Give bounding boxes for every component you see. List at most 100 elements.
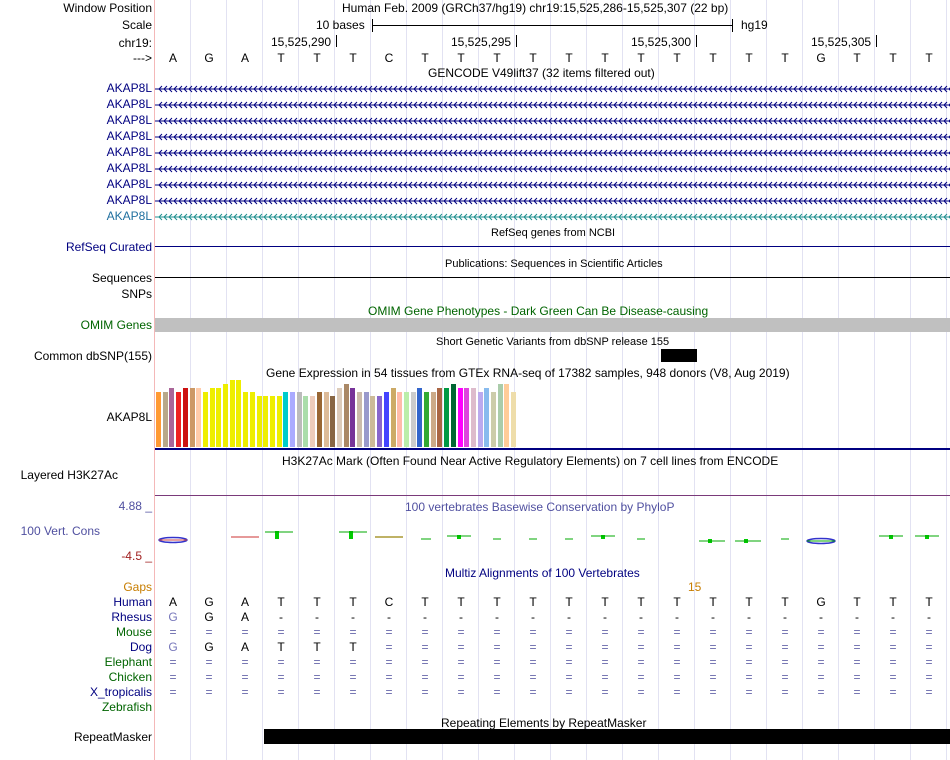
h3k27ac-title[interactable]: H3K27Ac Mark (Often Found Near Active Re…	[282, 454, 779, 468]
transcript-line[interactable]	[155, 98, 950, 112]
gtex-bar[interactable]	[484, 388, 490, 447]
gtex-bar[interactable]	[316, 392, 322, 447]
gtex-bar[interactable]	[343, 384, 349, 447]
gtex-bar[interactable]	[310, 396, 316, 447]
gtex-bar[interactable]	[350, 388, 356, 447]
gene-label[interactable]: AKAP8L	[106, 129, 152, 143]
track-area[interactable]: Human Feb. 2009 (GRCh37/hg19) chr19:15,5…	[155, 0, 950, 760]
transcript-line[interactable]	[155, 82, 950, 96]
gtex-bar[interactable]	[504, 384, 510, 447]
gtex-bar[interactable]	[162, 392, 168, 447]
gtex-bar[interactable]	[497, 384, 503, 447]
refseq-label[interactable]: RefSeq Curated	[65, 240, 152, 254]
gtex-bar[interactable]	[256, 396, 262, 447]
gtex-gene-label[interactable]: AKAP8L	[106, 410, 152, 424]
transcript-line[interactable]	[155, 162, 950, 176]
gtex-bar[interactable]	[196, 388, 202, 447]
gtex-bar[interactable]	[209, 388, 215, 447]
gene-label[interactable]: AKAP8L	[106, 113, 152, 127]
gtex-bar[interactable]	[216, 388, 222, 447]
gene-label[interactable]: AKAP8L	[106, 177, 152, 191]
repeatmasker-label[interactable]: RepeatMasker	[73, 730, 152, 744]
gtex-bar[interactable]	[417, 388, 423, 447]
gtex-bar[interactable]	[236, 380, 242, 447]
gtex-title[interactable]: Gene Expression in 54 tissues from GTEx …	[266, 366, 790, 380]
gtex-bar[interactable]	[296, 392, 302, 447]
gtex-bar[interactable]	[477, 392, 483, 447]
gtex-bar[interactable]	[491, 392, 496, 447]
gtex-bar[interactable]	[430, 392, 436, 447]
gene-label[interactable]: AKAP8L	[106, 81, 152, 95]
gtex-bar[interactable]	[290, 392, 295, 447]
phylop-plot[interactable]	[155, 520, 950, 560]
gene-label[interactable]: AKAP8L	[106, 97, 152, 111]
transcript-line[interactable]	[155, 130, 950, 144]
gtex-bar[interactable]	[223, 384, 228, 447]
gtex-bar[interactable]	[383, 392, 389, 447]
refseq-line[interactable]	[155, 246, 950, 247]
gtex-bar[interactable]	[363, 392, 369, 447]
transcript-line[interactable]	[155, 210, 950, 224]
transcript-line[interactable]	[155, 146, 950, 160]
gtex-bar[interactable]	[336, 388, 342, 447]
gene-label[interactable]: AKAP8L	[106, 209, 152, 223]
gtex-bar[interactable]	[390, 388, 396, 447]
gtex-bar[interactable]	[403, 392, 409, 447]
multiz-title[interactable]: Multiz Alignments of 100 Vertebrates	[445, 566, 640, 580]
gtex-bar[interactable]	[169, 388, 175, 447]
transcript-line[interactable]	[155, 178, 950, 192]
gtex-bar[interactable]	[182, 388, 188, 447]
dbsnp-title[interactable]: Short Genetic Variants from dbSNP releas…	[436, 336, 670, 348]
omim-title[interactable]: OMIM Gene Phenotypes - Dark Green Can Be…	[368, 304, 709, 318]
gene-label[interactable]: AKAP8L	[106, 193, 152, 207]
gtex-bars[interactable]	[155, 378, 555, 447]
gene-label[interactable]: AKAP8L	[106, 161, 152, 175]
gtex-bar[interactable]	[330, 396, 336, 447]
phylop-title[interactable]: 100 vertebrates Basewise Conservation by…	[405, 500, 675, 514]
gtex-bar[interactable]	[370, 396, 376, 447]
omim-label[interactable]: OMIM Genes	[80, 318, 152, 332]
gtex-bar[interactable]	[397, 392, 403, 447]
publications-title[interactable]: Publications: Sequences in Scientific Ar…	[445, 258, 663, 270]
gtex-bar[interactable]	[511, 392, 517, 447]
gtex-bar[interactable]	[176, 392, 182, 447]
gtex-bar[interactable]	[450, 384, 456, 447]
gtex-bar[interactable]	[323, 392, 329, 447]
gtex-bar[interactable]	[276, 396, 282, 447]
gtex-bar[interactable]	[437, 388, 443, 447]
gtex-bar[interactable]	[444, 388, 450, 447]
gtex-bar[interactable]	[156, 392, 161, 447]
gtex-bar[interactable]	[303, 396, 309, 447]
alignment-base: =	[925, 625, 933, 639]
snps-label[interactable]: SNPs	[121, 287, 152, 301]
gtex-bar[interactable]	[377, 396, 383, 447]
gtex-bar[interactable]	[470, 388, 476, 447]
gtex-bar[interactable]	[464, 388, 470, 447]
refseq-title[interactable]: RefSeq genes from NCBI	[491, 227, 616, 239]
gtex-bar[interactable]	[457, 388, 463, 447]
gtex-bar[interactable]	[202, 392, 208, 447]
gtex-bar[interactable]	[424, 392, 429, 447]
omim-feature[interactable]	[155, 318, 950, 332]
gene-label[interactable]: AKAP8L	[106, 145, 152, 159]
h3k27ac-label[interactable]: Layered H3K27Ac	[20, 468, 118, 482]
repeatmasker-title[interactable]: Repeating Elements by RepeatMasker	[441, 716, 647, 730]
gtex-bar[interactable]	[269, 396, 275, 447]
repeat-feature[interactable]	[264, 729, 950, 744]
gencode-title[interactable]: GENCODE V49lift37 (32 items filtered out…	[428, 66, 655, 80]
cons-label[interactable]: 100 Vert. Cons	[20, 524, 100, 538]
sequences-line[interactable]	[155, 277, 950, 278]
gtex-bar[interactable]	[283, 392, 289, 447]
gtex-bar[interactable]	[357, 392, 362, 447]
gtex-bar[interactable]	[249, 392, 255, 447]
common-snp-label[interactable]: Common dbSNP(155)	[33, 349, 152, 363]
sequences-label[interactable]: Sequences	[91, 271, 152, 285]
gtex-bar[interactable]	[229, 380, 235, 447]
transcript-line[interactable]	[155, 114, 950, 128]
gtex-bar[interactable]	[410, 392, 416, 447]
transcript-line[interactable]	[155, 194, 950, 208]
gtex-bar[interactable]	[189, 388, 195, 447]
gtex-bar[interactable]	[243, 392, 249, 447]
snp-feature[interactable]	[661, 349, 697, 362]
gtex-bar[interactable]	[263, 396, 269, 447]
